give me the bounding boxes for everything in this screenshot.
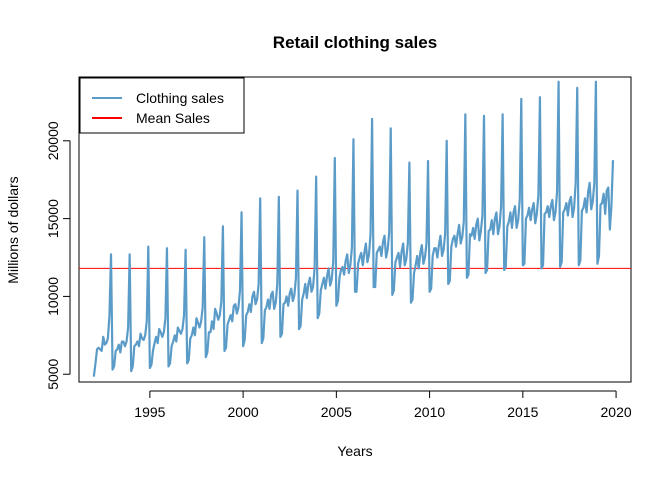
x-tick-label: 2005	[321, 404, 352, 420]
x-tick-label: 2010	[414, 404, 445, 420]
y-axis: 5000 10000 15000 20000	[45, 121, 71, 390]
x-axis: 1995 2000 2005 2010 2015 2020	[134, 390, 632, 420]
legend-label-clothing-sales: Clothing sales	[136, 90, 224, 106]
legend-box	[79, 77, 245, 134]
x-axis-title: Years	[337, 443, 372, 459]
clothing-sales-line	[92, 80, 615, 377]
x-tick-label: 2020	[601, 404, 632, 420]
y-tick-label: 15000	[45, 199, 61, 238]
y-tick-label: 20000	[45, 121, 61, 160]
x-tick-label: 1995	[134, 404, 165, 420]
legend-label-mean-sales: Mean Sales	[136, 110, 210, 126]
y-axis-title: Millions of dollars	[5, 176, 21, 283]
plot-frame	[78, 76, 632, 383]
x-tick-label: 2000	[228, 404, 259, 420]
legend: Clothing sales Mean Sales	[79, 77, 245, 134]
chart-title: Retail clothing sales	[273, 33, 437, 52]
y-tick-label: 10000	[45, 277, 61, 316]
y-tick-label: 5000	[45, 358, 61, 389]
x-tick-label: 2015	[507, 404, 538, 420]
